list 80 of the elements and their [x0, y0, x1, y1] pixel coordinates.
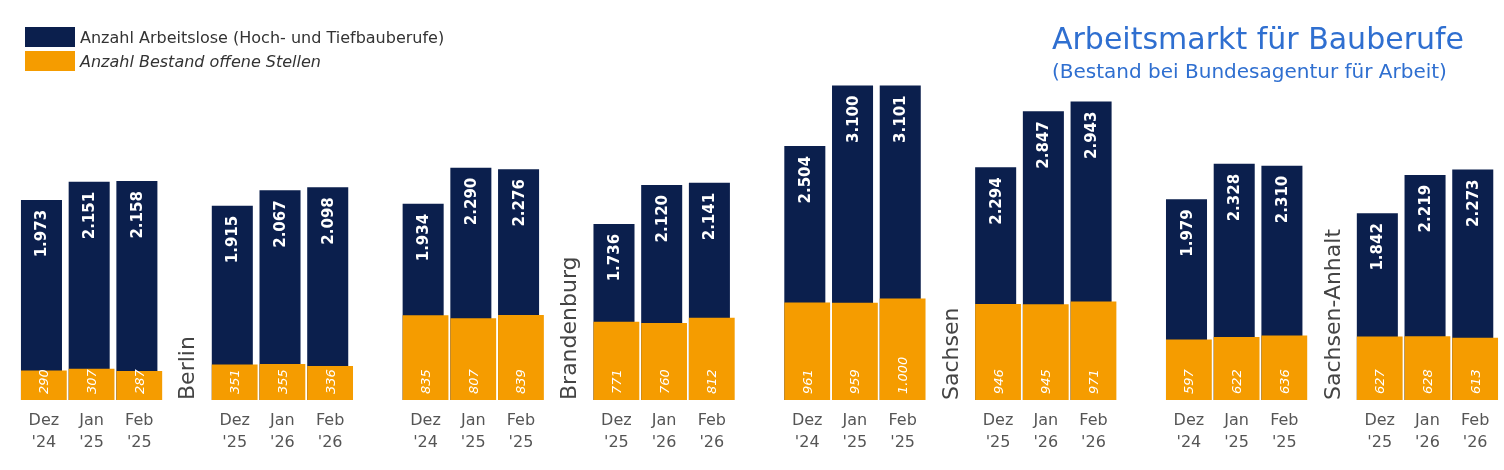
- annotation: Berlin: [174, 336, 200, 400]
- data-label: 2.098: [318, 197, 337, 245]
- legend-label: Anzahl Bestand offene Stellen: [79, 51, 321, 71]
- data-label: 959: [847, 369, 863, 394]
- data-label: 1.934: [414, 213, 433, 262]
- data-label: 290: [36, 369, 52, 394]
- data-label: 2.219: [1416, 184, 1435, 233]
- data-label: 2.504: [795, 156, 814, 204]
- legend-label: Anzahl Arbeitslose (Hoch- und Tiefbauberufe): [80, 27, 445, 47]
- x-tick-label: Jan '26: [1032, 409, 1059, 451]
- annotation: Sachsen-Anhalt: [1319, 228, 1345, 400]
- data-label: 351: [227, 369, 243, 394]
- x-tick-label: Jan '26: [650, 409, 677, 451]
- data-label: 2.151: [80, 191, 99, 240]
- x-tick-label: Dez '25: [601, 409, 632, 451]
- data-label: 812: [704, 369, 720, 394]
- data-label: 1.979: [1177, 209, 1196, 257]
- x-tick-label: Dez '25: [219, 409, 250, 451]
- annotation: Sachsen: [937, 307, 963, 400]
- data-label: 1.915: [223, 215, 242, 264]
- x-tick-label: Dez '24: [28, 409, 60, 451]
- x-tick-label: Feb '26: [315, 409, 345, 451]
- data-label: 2.847: [1034, 121, 1053, 169]
- data-label: 945: [1038, 369, 1054, 394]
- x-tick-label: Jan '25: [841, 409, 868, 451]
- data-label: 336: [322, 369, 338, 394]
- x-tick-label: Feb '26: [1460, 409, 1490, 451]
- data-label: 2.158: [127, 191, 146, 239]
- annotation: Brandenburg: [556, 256, 582, 400]
- data-label: 961: [799, 369, 815, 394]
- data-label: 1.973: [32, 209, 51, 258]
- data-label: 839: [513, 369, 529, 394]
- data-label: 835: [418, 369, 434, 394]
- x-tick-label: Feb '25: [1270, 409, 1299, 451]
- chart-title: Arbeitsmarkt für Bauberufe: [1052, 20, 1465, 56]
- data-label: 1.842: [1368, 223, 1387, 271]
- x-tick-label: Jan '25: [1223, 409, 1249, 451]
- chart-subtitle: (Bestand bei Bundesagentur für Arbeit): [1052, 59, 1447, 83]
- x-tick-label: Jan '26: [1414, 409, 1440, 451]
- x-tick-label: Feb '25: [125, 409, 154, 451]
- x-tick-label: Dez '25: [982, 409, 1014, 451]
- data-label: 807: [465, 368, 481, 394]
- data-label: 1.736: [604, 233, 623, 282]
- data-label: 2.067: [271, 200, 290, 248]
- x-tick-label: Feb '25: [506, 409, 536, 451]
- data-label: 355: [274, 369, 290, 394]
- x-tick-label: Feb '26: [1079, 409, 1108, 451]
- data-label: 2.328: [1225, 173, 1244, 222]
- data-label: 307: [84, 368, 100, 394]
- data-label: 971: [1085, 369, 1101, 394]
- data-label: 2.120: [652, 194, 671, 243]
- x-tick-label: Jan '25: [459, 409, 486, 451]
- data-label: 636: [1276, 369, 1292, 394]
- x-tick-label: Jan '26: [269, 409, 295, 451]
- x-tick-label: Dez '25: [1364, 409, 1396, 451]
- data-label: 622: [1229, 369, 1245, 394]
- data-label: 287: [131, 368, 147, 394]
- data-label: 2.141: [700, 192, 719, 241]
- data-label: 627: [1372, 368, 1388, 394]
- data-label: 3.101: [891, 95, 910, 143]
- x-tick-label: Feb '25: [888, 409, 917, 451]
- data-label: 2.290: [461, 177, 480, 226]
- data-label: 628: [1419, 369, 1435, 394]
- x-tick-label: Jan '25: [78, 409, 104, 451]
- x-tick-label: Dez '24: [1173, 409, 1205, 451]
- data-label: 946: [990, 369, 1006, 394]
- data-label: 2.943: [1082, 111, 1101, 159]
- data-label: 760: [656, 369, 672, 394]
- x-tick-label: Dez '24: [410, 409, 441, 451]
- data-label: 613: [1467, 369, 1483, 394]
- data-label: 2.294: [986, 177, 1005, 225]
- x-tick-label: Dez '24: [791, 409, 823, 451]
- data-label: 597: [1181, 368, 1197, 394]
- data-label: 2.276: [509, 179, 528, 227]
- data-label: 3.100: [843, 95, 862, 144]
- data-label: 2.310: [1272, 175, 1291, 224]
- x-tick-label: Feb '26: [697, 409, 726, 451]
- data-label: 2.273: [1463, 179, 1482, 227]
- data-label: 1.000: [895, 356, 911, 394]
- data-label: 771: [608, 369, 624, 394]
